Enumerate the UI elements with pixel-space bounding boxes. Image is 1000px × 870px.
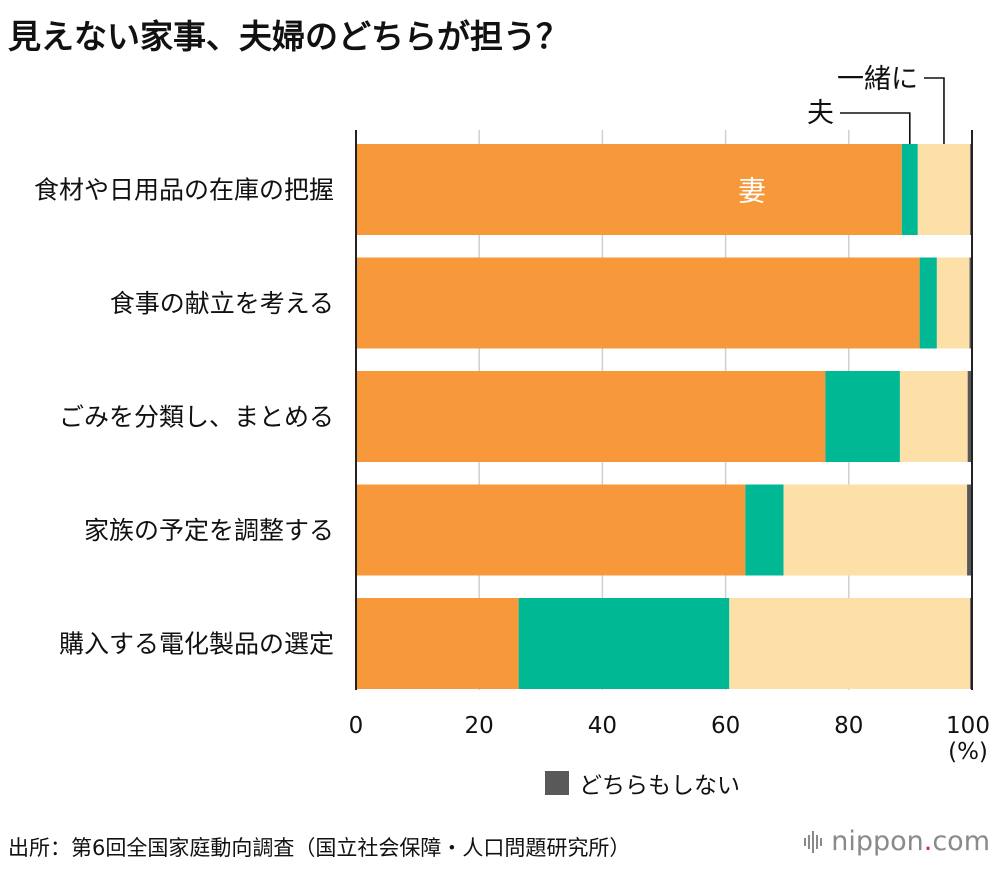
legend: どちらもしない: [545, 766, 740, 800]
callout-label-husband: 夫: [807, 98, 834, 129]
bar-segment-5-series-3: [729, 598, 971, 689]
logo-dot: .: [923, 826, 933, 857]
bar-segment-2-series-4: [969, 257, 972, 349]
bar-segment-1-series-3: [917, 144, 971, 235]
logo-text: nippon: [831, 826, 924, 857]
x-tick-label-40: 40: [588, 713, 617, 739]
legend-label-neither: どちらもしない: [579, 773, 740, 799]
bar-segment-5-series-1: [356, 598, 519, 689]
bar-segment-4-series-2: [745, 484, 784, 576]
category-label-1: 食材や日用品の在庫の把握: [34, 176, 334, 205]
bar-segment-2-series-1: [356, 257, 920, 349]
bar-segment-3-series-2: [825, 371, 900, 462]
x-unit-label: (%): [948, 739, 988, 765]
bar-segment-2-series-2: [919, 257, 937, 349]
callout-line-together: [924, 77, 945, 144]
stacked-bar-chart: 食材や日用品の在庫の把握食事の献立を考えるごみを分類し、まとめる家族の予定を調整…: [34, 64, 990, 765]
bar-segment-5-series-2: [518, 598, 730, 689]
x-tick-label-80: 80: [834, 713, 863, 739]
bar-segment-4-series-4: [967, 484, 972, 576]
x-tick-label-0: 0: [349, 713, 364, 739]
bar-segment-3-series-4: [967, 371, 972, 462]
bar-segment-1-series-2: [901, 144, 918, 235]
x-tick-label-60: 60: [711, 713, 740, 739]
category-label-3: ごみを分類し、まとめる: [59, 403, 334, 432]
x-tick-label-20: 20: [465, 713, 494, 739]
source-note: 出所：第6回全国家庭動向調査（国立社会保障・人口問題研究所）: [8, 836, 631, 860]
bar-segment-4-series-1: [356, 484, 746, 576]
category-label-5: 購入する電化製品の選定: [59, 630, 334, 659]
nippon-com-logo: nippon.com: [803, 826, 990, 857]
legend-swatch-neither: [545, 771, 569, 795]
logo-suffix: com: [932, 826, 990, 857]
bar-segment-3-series-1: [356, 371, 826, 462]
callout-line-husband: [840, 112, 911, 144]
chart-title: 見えない家事、夫婦のどちらが担う？: [8, 17, 569, 56]
bar-segment-1-series-1: [356, 144, 902, 235]
callout-label-together: 一緒に: [837, 64, 918, 95]
category-label-2: 食事の献立を考える: [110, 289, 334, 318]
in-bar-label-wife: 妻: [738, 175, 766, 208]
bar-segment-2-series-3: [936, 257, 970, 349]
category-label-4: 家族の予定を調整する: [84, 516, 334, 545]
bar-segment-4-series-3: [783, 484, 968, 576]
sound-wave-icon: [804, 830, 823, 853]
bar-segment-3-series-3: [899, 371, 968, 462]
x-tick-label-100: 100: [946, 713, 990, 739]
